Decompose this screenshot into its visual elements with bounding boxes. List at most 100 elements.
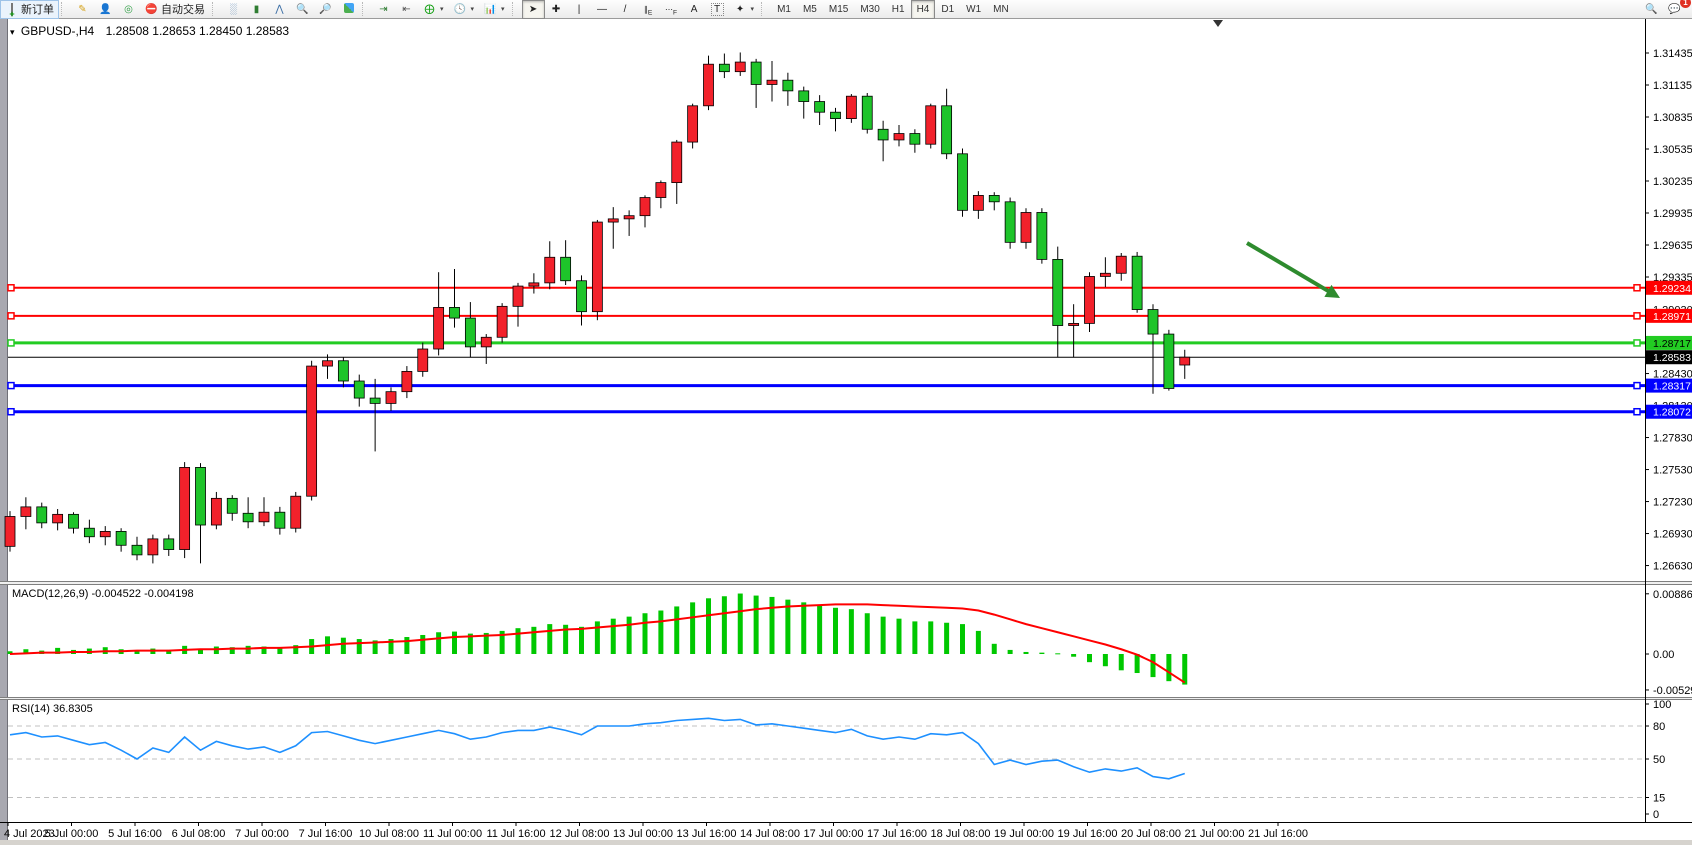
candle-body <box>195 467 206 526</box>
timeframe-button-m30[interactable]: M30 <box>860 3 880 15</box>
horizontal-line-tool-button[interactable]: — <box>591 0 614 19</box>
cursor-tool-button[interactable]: ➤ <box>521 0 545 19</box>
candle-body <box>1068 323 1080 326</box>
tile-windows-button[interactable] <box>337 0 360 19</box>
candle-body <box>464 317 476 348</box>
chat-badge: 1 <box>1680 0 1691 8</box>
line-handle[interactable] <box>7 339 15 347</box>
zoom-out-button[interactable]: 🔎 <box>314 0 337 19</box>
chart-shift-button[interactable]: ⇤ <box>395 0 418 19</box>
new-order-button[interactable]: + 新订单 <box>0 0 59 19</box>
candle-body <box>972 195 984 211</box>
arrow-annotation[interactable] <box>1245 241 1335 296</box>
bar-chart-icon: ░ <box>229 3 238 15</box>
date-label: 14 Jul 08:00 <box>740 828 800 840</box>
timeframe-button-d1[interactable]: D1 <box>941 3 955 15</box>
line-handle[interactable] <box>1633 312 1641 320</box>
text-tool-button[interactable]: A <box>683 0 706 19</box>
timeframe-button-m1[interactable]: M1 <box>777 3 791 15</box>
line-handle[interactable] <box>1633 381 1641 390</box>
profiles-button[interactable]: 👤 <box>94 0 117 19</box>
macd-histogram-bar <box>1007 649 1013 654</box>
price-tick-label: 1.31135 <box>1653 80 1692 92</box>
templates-button[interactable]: 📊 ▾ <box>479 0 510 19</box>
candle-body <box>941 105 953 155</box>
macd-histogram-bar <box>721 596 727 654</box>
label-tool-button[interactable]: T <box>706 0 729 19</box>
brush-button[interactable]: ✎ <box>71 0 94 19</box>
date-label: 19 Jul 16:00 <box>1058 828 1118 840</box>
search-icon: 🔍 <box>1645 3 1658 15</box>
timeframe-button-m15[interactable]: M15 <box>828 3 849 15</box>
line-handle[interactable] <box>1633 339 1641 347</box>
line-handle[interactable] <box>7 381 15 390</box>
timeframe-button-w1[interactable]: W1 <box>966 3 982 15</box>
arrows-tool-button[interactable]: ✦ ▾ <box>729 0 760 19</box>
separator <box>61 2 69 16</box>
macd-histogram-bar <box>55 647 61 654</box>
line-handle[interactable] <box>7 312 15 320</box>
timeframe-button-mn[interactable]: MN <box>993 3 1009 15</box>
macd-tick-label: 0.008861 <box>1653 589 1692 601</box>
candle-body <box>1099 272 1111 277</box>
fibonacci-tool-button[interactable]: ⋯F <box>660 0 683 19</box>
zoom-in-button[interactable]: 🔍 <box>291 0 314 19</box>
crosshair-tool-button[interactable]: ✚ <box>545 0 568 19</box>
line-handle[interactable] <box>7 284 15 292</box>
macd-histogram-bar <box>356 639 362 654</box>
line-handle[interactable] <box>1633 284 1641 292</box>
candle-body <box>290 495 302 529</box>
price-tag-label: 1.29234 <box>1653 283 1691 295</box>
date-label: 7 Jul 16:00 <box>299 828 353 840</box>
candle-body <box>210 497 222 526</box>
periods-button[interactable]: 🕓 ▾ <box>449 0 480 19</box>
bar-chart-button[interactable]: ░ <box>222 0 245 19</box>
candle-body <box>1004 201 1016 243</box>
macd-histogram-bar <box>229 647 235 654</box>
auto-scroll-button[interactable]: ⇥ <box>372 0 395 19</box>
trendline-tool-button[interactable]: / <box>614 0 637 19</box>
timeframe-button-m5[interactable]: M5 <box>802 3 817 15</box>
chart-menu-triangle-icon[interactable]: ▾ <box>10 27 15 37</box>
panel-separator[interactable] <box>0 581 1692 585</box>
candle-body <box>734 61 746 73</box>
macd-histogram-bar <box>833 607 838 654</box>
chat-button[interactable]: 💬 1 <box>1663 0 1691 19</box>
date-label: 13 Jul 00:00 <box>613 828 673 840</box>
line-handle[interactable] <box>1633 407 1641 416</box>
indicators-button[interactable]: ⨁ ▾ <box>418 0 449 19</box>
macd-histogram-bar <box>912 621 918 654</box>
candle-body <box>655 182 667 198</box>
line-chart-button[interactable]: ⋀ <box>268 0 291 19</box>
date-label: 13 Jul 16:00 <box>677 828 737 840</box>
chart-shift-marker[interactable] <box>1213 20 1223 27</box>
timeframe-button-h4[interactable]: H4 <box>910 0 936 19</box>
panel-separator[interactable] <box>0 697 1692 700</box>
search-button[interactable]: 🔍 <box>1640 0 1663 19</box>
candle-body <box>544 256 556 284</box>
macd-histogram-bar <box>452 631 457 654</box>
line-handle[interactable] <box>7 407 15 416</box>
macd-histogram-bar <box>563 624 569 654</box>
timeframe-button-h1[interactable]: H1 <box>891 3 905 15</box>
macd-histogram-bar <box>467 633 473 654</box>
date-label: 17 Jul 00:00 <box>804 828 864 840</box>
rsi-tick-label: 0 <box>1653 809 1659 821</box>
macd-histogram-bar <box>213 646 219 654</box>
price-tag-label: 1.28583 <box>1653 352 1691 364</box>
price-tick-label: 1.27530 <box>1653 465 1692 477</box>
candle-body <box>353 380 365 399</box>
vertical-line-tool-button[interactable]: | <box>568 0 591 19</box>
candlestick-button[interactable]: ▮ <box>245 0 268 19</box>
signals-button[interactable]: ◎ <box>117 0 140 19</box>
channel-tool-button[interactable]: ∥E <box>637 0 660 19</box>
chart-title-row[interactable]: ▾ GBPUSD-,H4 1.28508 1.28653 1.28450 1.2… <box>10 24 289 38</box>
separator <box>212 2 220 16</box>
arrow-annotation-head[interactable] <box>1324 284 1340 298</box>
macd-histogram-bar <box>737 593 743 654</box>
candle-body <box>1179 356 1191 366</box>
autotrading-button[interactable]: ⛔ 自动交易 <box>140 0 210 19</box>
trendline-icon: / <box>623 3 627 15</box>
macd-histogram-bar <box>594 621 600 654</box>
